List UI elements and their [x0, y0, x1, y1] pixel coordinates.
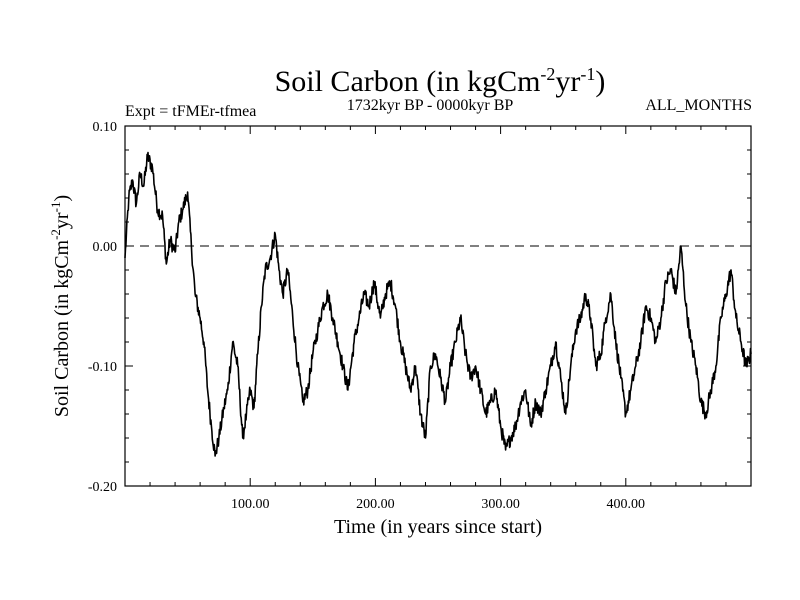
y-tick-label: 0.10 [93, 120, 118, 135]
y-axis-label: Soil Carbon (in kgCm-2yr-1) [48, 195, 73, 417]
soil-carbon-series-line [124, 151, 752, 457]
y-tick-label: -0.20 [88, 480, 117, 495]
x-axis-label: Time (in years since start) [334, 516, 542, 538]
chart-title: Soil Carbon (in kgCm-2yr-1) [275, 64, 606, 98]
time-range-label: 1732kyr BP - 0000kyr BP [347, 97, 514, 114]
x-tick-label: 400.00 [607, 497, 646, 512]
x-tick-label: 200.00 [356, 497, 395, 512]
x-tick-label: 300.00 [481, 497, 520, 512]
y-tick-label: -0.10 [88, 360, 117, 375]
x-tick-label: 100.00 [231, 497, 270, 512]
months-label: ALL_MONTHS [645, 97, 752, 114]
plot-frame [124, 125, 752, 487]
x-axis-ticks: 100.00 200.00 300.00 400.00 [231, 126, 645, 512]
experiment-label: Expt = tFMEr-tfmea [125, 103, 256, 120]
series-group [124, 151, 752, 457]
y-axis-ticks: 0.10 0.00 -0.10 -0.20 [88, 120, 751, 495]
y-tick-label: 0.00 [93, 240, 118, 255]
